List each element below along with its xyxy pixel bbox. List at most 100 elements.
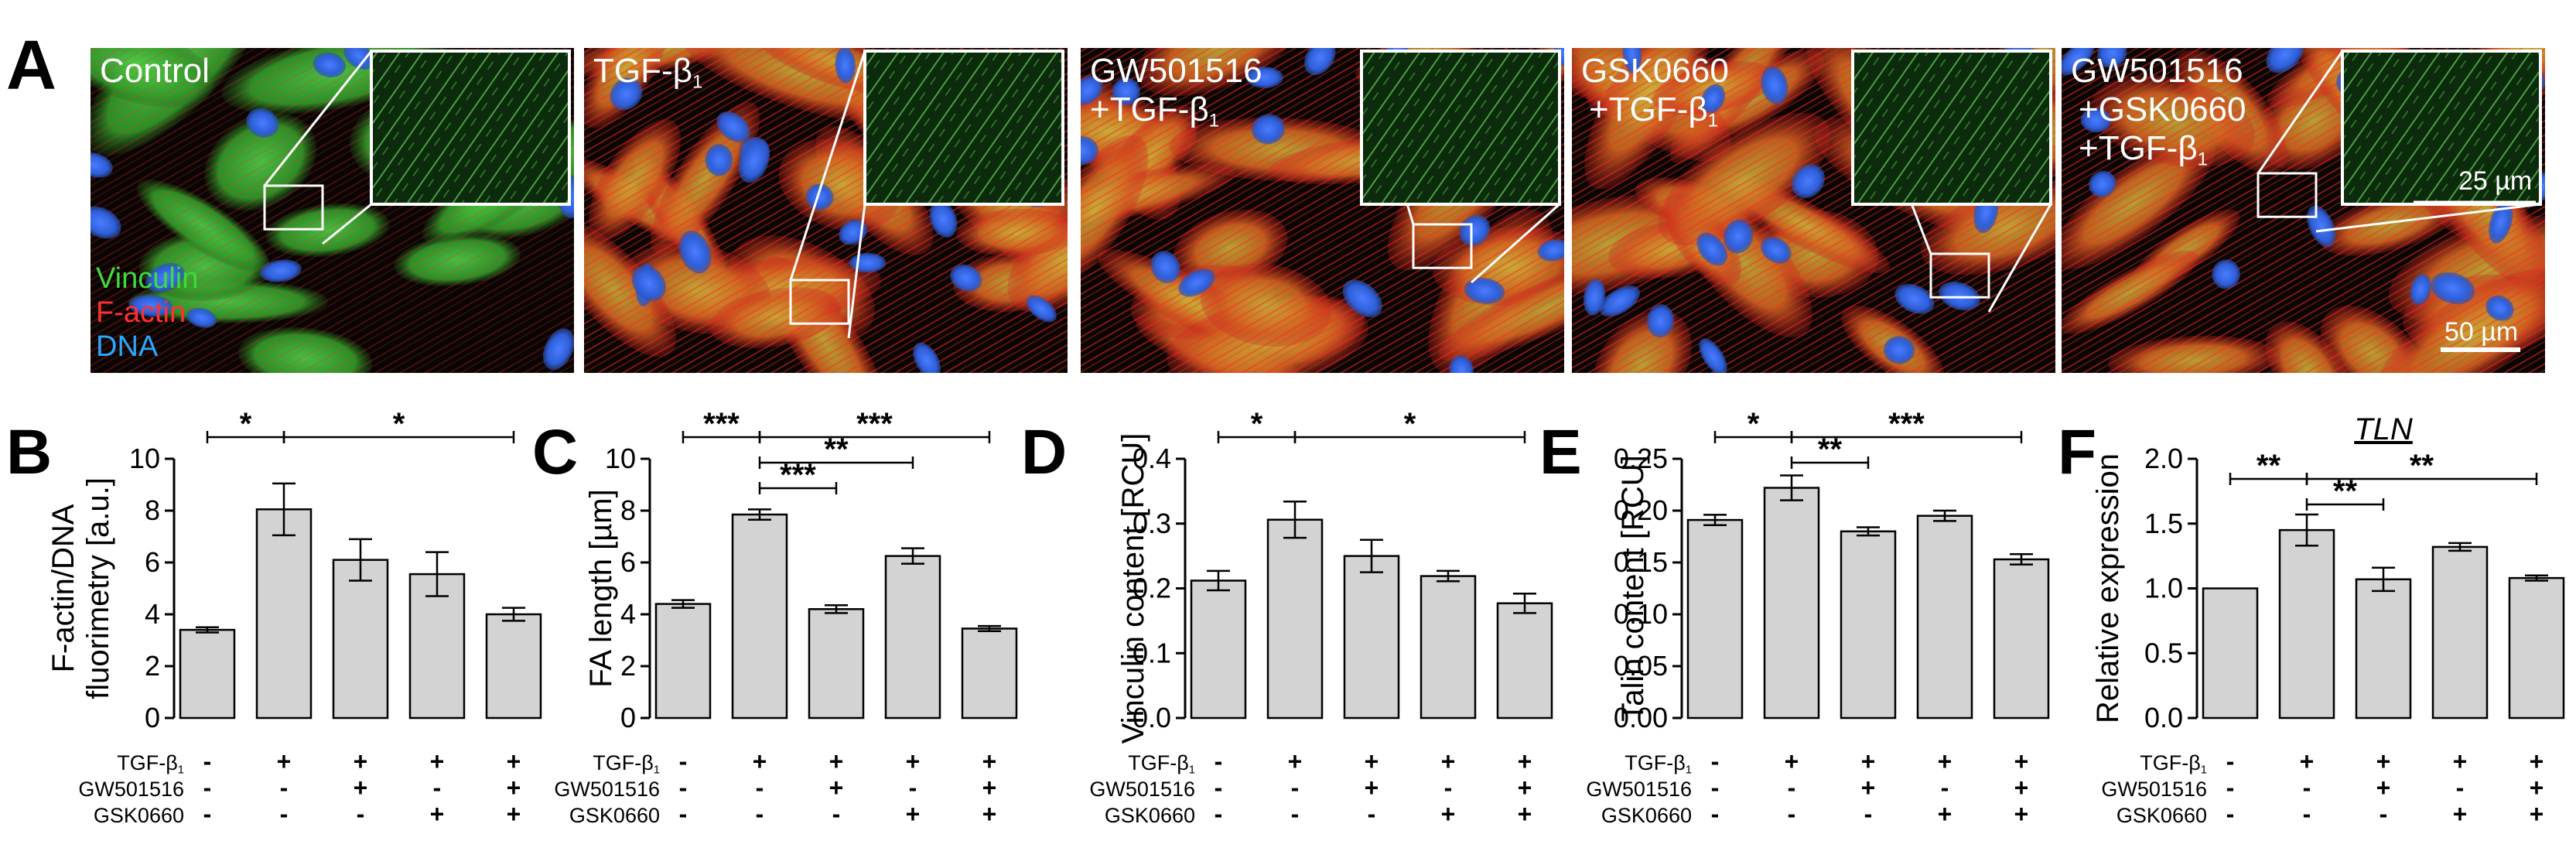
inset-frame (370, 50, 571, 206)
inset (863, 50, 1064, 206)
panel-a-letter: A (6, 27, 56, 104)
treatment-sign: - (832, 800, 841, 828)
bar (1266, 518, 1324, 720)
zoom-line (2315, 203, 2541, 233)
nucleus (1883, 336, 1915, 364)
significance-label: * (1404, 407, 1416, 441)
nucleus (2080, 108, 2112, 133)
nucleus (835, 48, 856, 84)
treatment-sign: - (203, 774, 212, 802)
y-tick-label: 2.0 (2144, 443, 2183, 474)
treatment-sign: - (1215, 747, 1223, 775)
nucleus (2431, 272, 2475, 305)
nucleus (1342, 279, 1382, 318)
bar (2431, 545, 2489, 720)
treatment-sign: - (433, 774, 442, 802)
significance-label: ** (2410, 449, 2434, 483)
treatment-sign: + (2014, 747, 2029, 775)
nucleus (1939, 281, 1980, 311)
treatment-sign: + (1288, 747, 1303, 775)
condition-label: GW501516 +GSK0660 +TGF-β1 (2071, 52, 2246, 169)
treatment-sign: + (507, 800, 521, 828)
nucleus (1081, 135, 1098, 166)
treatment-sign: + (1365, 747, 1379, 775)
significance-label: * (1748, 407, 1760, 441)
nucleus (2266, 48, 2304, 74)
treatment-label: GW501516 (554, 778, 660, 801)
bar (2355, 578, 2412, 720)
significance-label: *** (856, 407, 893, 441)
panel-letter: B (6, 417, 52, 487)
nucleus (1537, 239, 1564, 262)
treatment-sign: + (906, 800, 921, 828)
inset (2341, 50, 2542, 206)
zoom-lines (263, 50, 373, 245)
significance-label: *** (780, 458, 816, 492)
treatment-sign: + (1861, 747, 1876, 775)
treatment-sign: - (280, 800, 289, 828)
y-tick-label: 2 (620, 650, 636, 682)
zoom-line (263, 50, 373, 186)
bar (1343, 555, 1400, 720)
bar (2202, 587, 2259, 720)
inset (1360, 50, 1561, 206)
treatment-sign: + (1861, 774, 1876, 802)
nucleus (1251, 114, 1286, 145)
nucleus (1583, 279, 1606, 316)
bar (731, 513, 788, 720)
treatment-sign: - (280, 774, 289, 802)
nucleus (1150, 251, 1180, 283)
legend-f-actin: F-actin (96, 296, 186, 329)
treatment-sign: + (829, 774, 844, 802)
micrograph-1: Control (91, 48, 574, 373)
nucleus (1303, 48, 1336, 76)
y-tick-label: 0.5 (2144, 637, 2183, 668)
y-tick-label: 0.05 (1614, 650, 1668, 682)
y-tick-label: 0.1 (1133, 637, 1171, 668)
bar (1686, 518, 1744, 720)
micrograph-4: GSK0660 +TGF-β1 (1572, 48, 2055, 373)
condition-label: GW501516 +TGF-β1 (1090, 52, 1262, 131)
inset-adhesions (1361, 51, 1560, 204)
nucleus (805, 183, 834, 210)
significance-label: ** (1818, 432, 1843, 467)
significance-label: * (240, 407, 252, 441)
zoom-region-box (1929, 252, 1990, 299)
nucleus (1622, 48, 1642, 74)
inset-adhesions (2342, 51, 2540, 204)
treatment-sign: - (1711, 747, 1720, 775)
nucleus (2485, 295, 2514, 321)
nucleus (313, 52, 346, 78)
treatment-sign: + (2376, 774, 2391, 802)
treatment-sign: + (1518, 800, 1532, 828)
bar (408, 573, 466, 720)
chart-title: TLN (2354, 412, 2413, 446)
y-tick-label: 1.5 (2144, 508, 2183, 539)
treatment-sign: + (354, 774, 368, 802)
inset-frame (863, 50, 1064, 206)
nucleus (1178, 268, 1215, 297)
y-axis-label: FA length [µm] (584, 489, 618, 688)
treatment-sign: + (2453, 747, 2468, 775)
treatment-sign: - (2456, 774, 2465, 802)
treatment-label: GSK0660 (1601, 804, 1692, 827)
treatment-sign: - (756, 800, 764, 828)
treatment-sign: + (277, 747, 292, 775)
nucleus (1761, 66, 1789, 104)
y-tick-label: 0.15 (1614, 546, 1668, 578)
treatment-sign: - (357, 800, 365, 828)
y-axis-label: Talin content [RCU] (1616, 455, 1650, 722)
treatment-sign: + (354, 747, 368, 775)
significance-label: *** (703, 407, 740, 441)
bar (485, 613, 542, 720)
cell-layer (1081, 48, 1564, 373)
y-tick-label: 6 (620, 546, 636, 578)
nucleus (2062, 48, 2095, 76)
treatment-label: TGF-β1 (593, 751, 660, 776)
condition-label: Control (100, 52, 210, 90)
inset-scale-label: 25 µm (2458, 166, 2532, 196)
nucleus (738, 138, 770, 183)
nucleus (1761, 237, 1792, 264)
zoom-line (1987, 203, 2052, 313)
